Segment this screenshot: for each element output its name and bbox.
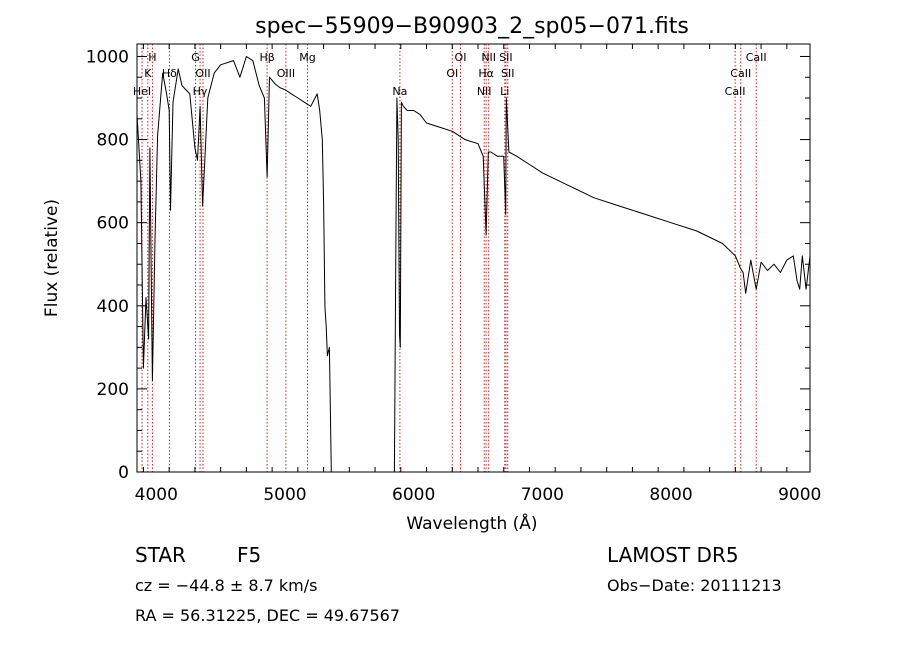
emission-line-label: Na xyxy=(392,85,407,98)
x-tick-label: 8000 xyxy=(649,485,692,505)
y-tick-label: 600 xyxy=(97,214,129,234)
emission-line-label: K xyxy=(144,67,152,80)
emission-line-label: OIII xyxy=(277,67,295,80)
emission-line-label: NII xyxy=(477,85,492,98)
emission-line-labels: HKHeIHδGOIIHγHβOIIIMgNaOIOINIIHαNIISIISI… xyxy=(133,51,767,98)
observation-date: Obs−Date: 20111213 xyxy=(607,576,782,595)
y-tick-label: 400 xyxy=(97,297,129,317)
emission-line-label: NII xyxy=(481,51,496,64)
emission-line-label: Hδ xyxy=(162,67,177,80)
x-tick-label: 7000 xyxy=(521,485,564,505)
emission-line-label: Hα xyxy=(478,67,494,80)
redshift-velocity: cz = −44.8 ± 8.7 km/s xyxy=(135,576,318,595)
emission-line-label: CaII xyxy=(730,67,751,80)
emission-line-label: Li xyxy=(500,85,509,98)
emission-line-label: CaII xyxy=(725,85,746,98)
x-axis-label: Wavelength (Å) xyxy=(406,512,537,534)
flux-line xyxy=(136,56,811,473)
emission-line-markers xyxy=(141,44,757,472)
emission-line-label: OII xyxy=(195,67,210,80)
x-tick-label: 9000 xyxy=(778,485,821,505)
emission-line-label: CaII xyxy=(746,51,767,64)
y-tick-label: 200 xyxy=(97,380,129,400)
x-tick-label: 5000 xyxy=(263,485,306,505)
emission-line-label: HeI xyxy=(133,85,151,98)
y-axis-ticks: 0 200 400 600 800 1000 xyxy=(86,47,810,483)
x-tick-label: 6000 xyxy=(392,485,435,505)
chart-title: spec−55909−B90903_2_sp05−071.fits xyxy=(255,14,689,39)
object-class: STAR xyxy=(135,543,186,567)
survey-name: LAMOST DR5 xyxy=(607,543,739,567)
plot-frame xyxy=(136,43,811,473)
emission-line-label: G xyxy=(191,51,200,64)
emission-line-label: OI xyxy=(446,67,458,80)
emission-line-label: Mg xyxy=(299,51,315,64)
y-tick-label: 0 xyxy=(118,463,129,483)
emission-line-label: Hγ xyxy=(193,85,208,98)
object-subclass: F5 xyxy=(237,543,261,567)
flux-series xyxy=(136,56,811,473)
emission-line-label: H xyxy=(148,51,156,64)
y-axis-label: Flux (relative) xyxy=(42,199,62,317)
emission-line-label: SII xyxy=(501,67,514,80)
emission-line-label: Hβ xyxy=(259,51,274,64)
y-tick-label: 1000 xyxy=(86,47,129,67)
x-axis-ticks: 4000 5000 6000 7000 8000 9000 xyxy=(135,44,821,505)
sky-coordinates: RA = 56.31225, DEC = 49.67567 xyxy=(135,606,400,625)
y-tick-label: 800 xyxy=(97,131,129,151)
emission-line-label: OI xyxy=(455,51,467,64)
x-tick-label: 4000 xyxy=(135,485,178,505)
emission-line-label: SII xyxy=(499,51,512,64)
